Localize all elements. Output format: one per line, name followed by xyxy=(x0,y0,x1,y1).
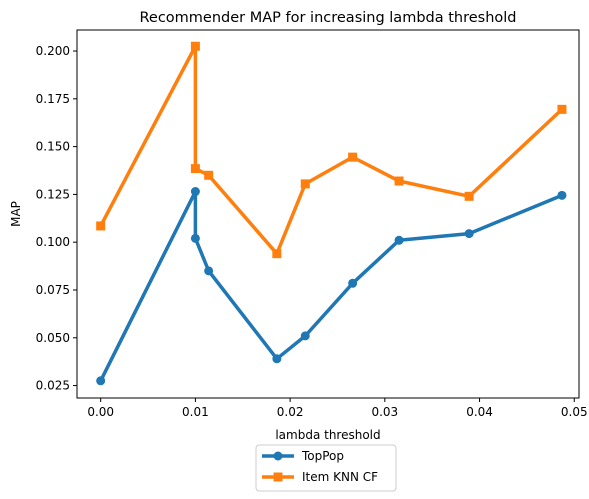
y-tick-label: 0.150 xyxy=(36,140,70,154)
y-tick-label: 0.200 xyxy=(36,44,70,58)
x-tick-label: 0.05 xyxy=(561,405,588,419)
data-point xyxy=(394,235,404,245)
legend-marker xyxy=(273,451,283,461)
data-point xyxy=(348,278,358,288)
x-axis-label: lambda threshold xyxy=(275,428,380,442)
legend-marker xyxy=(273,472,283,482)
data-point xyxy=(272,354,282,364)
y-tick-label: 0.100 xyxy=(36,235,70,249)
x-axis-ticks: 0.00 0.01 0.02 0.03 0.04 0.05 xyxy=(87,398,588,419)
data-point xyxy=(190,187,200,197)
y-axis-label: MAP xyxy=(9,201,23,227)
chart-title: Recommender MAP for increasing lambda th… xyxy=(139,10,516,26)
legend: TopPop Item KNN CF xyxy=(255,444,397,492)
data-point xyxy=(557,190,567,200)
data-point xyxy=(464,229,474,239)
data-point xyxy=(300,331,310,341)
data-point xyxy=(96,221,106,231)
data-point xyxy=(557,104,567,114)
plot-frame xyxy=(76,29,580,399)
data-point xyxy=(300,179,310,189)
plot-area: 0.00 0.01 0.02 0.03 0.04 0.05 0.025 0.050 0.075… xyxy=(36,29,588,419)
legend-label: Item KNN CF xyxy=(302,470,378,484)
series-line xyxy=(98,189,564,383)
y-tick-label: 0.125 xyxy=(36,187,70,201)
y-tick-label: 0.050 xyxy=(36,331,70,345)
series-line xyxy=(98,44,564,256)
data-point xyxy=(96,376,106,386)
legend-item: Item KNN CF xyxy=(262,470,378,484)
data-point xyxy=(190,41,200,51)
x-tick-label: 0.04 xyxy=(466,405,493,419)
data-point xyxy=(204,266,214,276)
x-tick-label: 0.02 xyxy=(277,405,304,419)
legend-item: TopPop xyxy=(262,449,344,463)
series-item-knn-cf xyxy=(96,41,567,259)
data-point xyxy=(190,164,200,174)
data-point xyxy=(204,170,214,180)
series-layer xyxy=(96,41,567,386)
data-point xyxy=(394,176,404,186)
data-point xyxy=(348,152,358,162)
x-tick-label: 0.03 xyxy=(371,405,398,419)
y-tick-label: 0.025 xyxy=(36,379,70,393)
y-tick-label: 0.075 xyxy=(36,283,70,297)
y-tick-label: 0.175 xyxy=(36,92,70,106)
x-tick-label: 0.01 xyxy=(182,405,209,419)
data-point xyxy=(272,249,282,259)
data-point xyxy=(190,233,200,243)
series-toppop xyxy=(96,187,567,386)
x-tick-label: 0.00 xyxy=(87,405,114,419)
y-axis-ticks: 0.025 0.050 0.075 0.100 0.125 0.150 0.175 0.200 xyxy=(36,44,77,393)
data-point xyxy=(464,191,474,201)
legend-label: TopPop xyxy=(301,449,344,463)
